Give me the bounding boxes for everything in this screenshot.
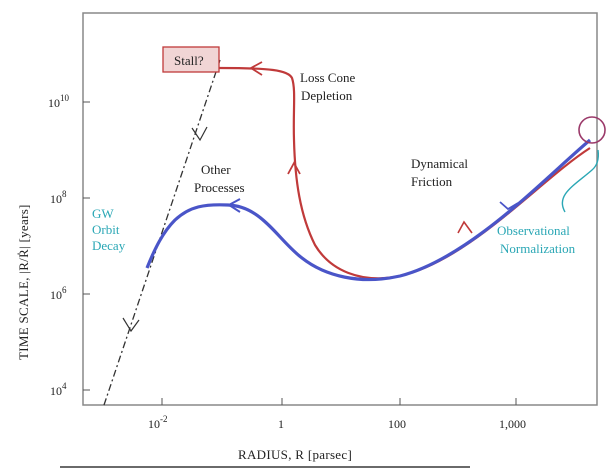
gw-arrow-upper <box>191 126 208 142</box>
red-arrow-mid <box>287 161 301 175</box>
xtick-label: 1,000 <box>499 417 526 431</box>
red-arrow-low <box>457 220 473 234</box>
xtick-label: 10-2 <box>148 414 168 431</box>
ytick-label: 106 <box>50 285 67 302</box>
gw-arrow-lower <box>122 317 140 333</box>
dynamical-friction-label: Dynamical Friction <box>411 156 471 189</box>
stall-label: Stall? <box>174 53 204 68</box>
observational-normalization-label: Observational Normalization <box>497 223 576 256</box>
ytick-label: 1010 <box>48 93 70 110</box>
ytick-label: 108 <box>50 189 67 206</box>
xtick-label: 1 <box>278 417 284 431</box>
stall-box <box>162 46 220 73</box>
gw-decay-label: GW Orbit Decay <box>92 206 126 253</box>
blue-arrow-right <box>499 201 519 211</box>
red-arrow-top <box>249 61 263 76</box>
x-tick-marks <box>161 398 517 405</box>
gw-decay-line <box>103 59 221 406</box>
other-processes-label: Other Processes <box>194 162 245 195</box>
blue-arrow-mid <box>227 198 241 213</box>
blue-track <box>145 138 592 282</box>
x-axis-title: RADIUS, R [parsec] <box>238 447 352 462</box>
y-tick-marks <box>83 101 90 391</box>
ytick-label: 104 <box>50 381 67 398</box>
plot-frame <box>82 12 598 406</box>
loss-cone-label: Loss Cone Depletion <box>300 70 359 103</box>
observation-pointer <box>561 149 600 213</box>
y-axis-title: TIME SCALE, |R/Ṙ| [years] <box>16 204 31 360</box>
xtick-label: 100 <box>388 417 406 431</box>
observation-circle <box>578 116 606 144</box>
